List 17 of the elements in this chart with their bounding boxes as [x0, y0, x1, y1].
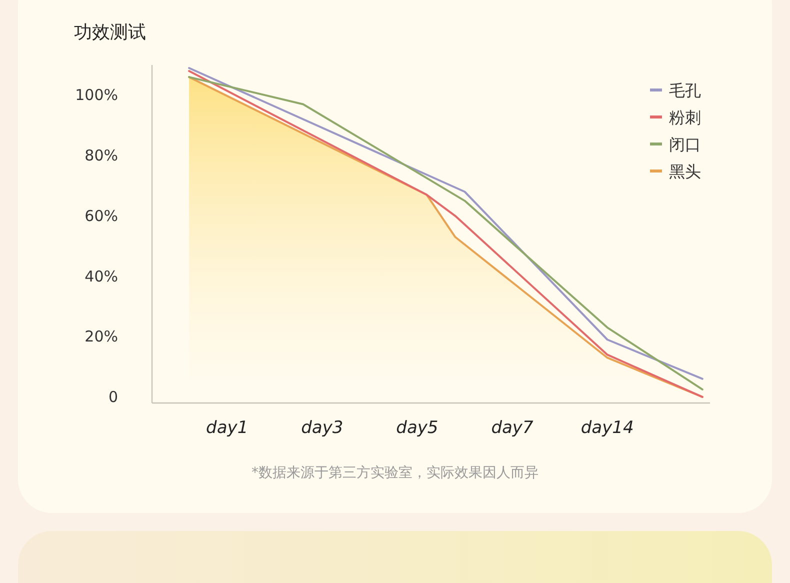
legend-label: 毛孔	[669, 81, 701, 100]
y-tick-label: 60%	[84, 206, 118, 225]
legend-label: 粉刺	[669, 108, 701, 127]
x-tick-label: day7	[491, 418, 534, 438]
text: *数据来源于第三方实验室，实际效果因人而异	[252, 465, 538, 481]
chart-title: 功效测试	[74, 22, 146, 43]
y-tick-label: 100%	[75, 86, 118, 104]
y-tick-label: 40%	[84, 267, 118, 286]
x-tick-label: day3	[301, 418, 344, 438]
y-tick-label: 80%	[84, 146, 118, 165]
legend-label: 黑头	[669, 162, 701, 181]
legend-label: 闭口	[669, 135, 701, 154]
x-tick-label: day14	[580, 418, 634, 438]
y-tick-label: 0	[108, 388, 118, 406]
x-tick-label: day5	[396, 418, 438, 438]
x-tick-label: day1	[206, 418, 248, 438]
y-tick-label: 20%	[84, 328, 118, 346]
